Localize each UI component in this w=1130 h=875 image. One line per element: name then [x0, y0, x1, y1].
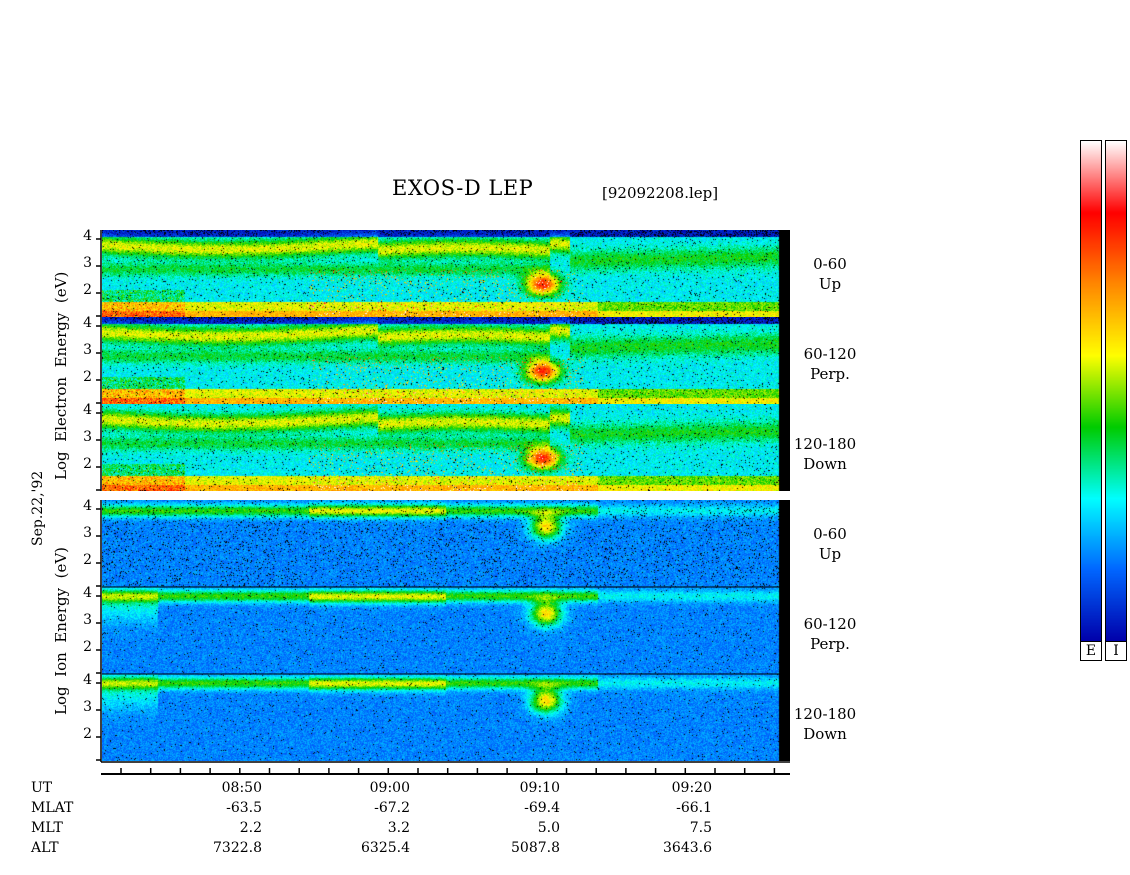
ion-colorbar-label: I [1105, 641, 1127, 661]
direction: Perp. [810, 365, 850, 383]
y-tick-label: 2 [83, 456, 92, 472]
y-tick-label: 2 [83, 369, 92, 385]
panel-label-ion-perp: 60-120 Perp. [795, 614, 865, 654]
x-axis-ut-value: 09:00 [369, 780, 410, 796]
x-axis-mlt-value: 7.5 [689, 820, 712, 836]
y-tick-label: 3 [83, 699, 92, 715]
y-tick-label: 4 [83, 315, 92, 331]
row-label-mlt: MLT [31, 820, 63, 836]
y-tick-label: 2 [83, 639, 92, 655]
x-axis-mlt-value: 5.0 [537, 820, 560, 836]
y-tick-label: 3 [83, 612, 92, 628]
y-tick-label: 2 [83, 552, 92, 568]
electron-axis-word: Electron [52, 376, 70, 442]
y-tick-label: 4 [83, 585, 92, 601]
ion-axis-label: Log Ion Energy (eV) [52, 547, 70, 715]
electron-axis-log: Log [52, 451, 70, 480]
ion-colorbar [1105, 140, 1127, 642]
x-axis-mlat-value: -63.5 [226, 800, 262, 816]
x-axis-ut-value: 09:20 [671, 780, 712, 796]
panel-label-ion-up: 0-60 Up [795, 524, 865, 564]
ion-up-panel [102, 500, 790, 587]
y-tick-label: 3 [83, 342, 92, 358]
direction: Up [818, 545, 842, 563]
y-tick-label: 4 [83, 498, 92, 514]
x-axis-ut-value: 08:50 [221, 780, 262, 796]
electron-axis-unit: (eV) [52, 271, 70, 304]
electron-down-panel [102, 404, 790, 491]
panel-label-electron-perp: 60-120 Perp. [795, 344, 865, 384]
row-label-mlat: MLAT [31, 800, 74, 816]
row-label-alt: ALT [31, 840, 59, 856]
ion-axis-energy: Energy [52, 587, 70, 643]
x-axis-mlat-value: -69.4 [524, 800, 560, 816]
y-tick-label: 3 [83, 429, 92, 445]
electron-colorbar [1080, 140, 1102, 642]
panel-label-electron-up: 0-60 Up [795, 254, 865, 294]
ion-axis-word: Ion [52, 652, 70, 677]
pitch-range: 0-60 [813, 255, 847, 273]
x-axis-alt-value: 3643.6 [663, 840, 712, 856]
x-axis-mlt-value: 3.2 [387, 820, 410, 836]
direction: Perp. [810, 635, 850, 653]
ion-down-panel [102, 674, 790, 761]
chart-title: EXOS-D LEP [392, 176, 534, 200]
electron-up-panel [102, 230, 790, 317]
direction: Up [818, 275, 842, 293]
x-axis-ut-value: 09:10 [519, 780, 560, 796]
pitch-range: 120-180 [793, 435, 857, 453]
ion-axis-unit: (eV) [52, 546, 70, 579]
pitch-range: 60-120 [803, 345, 857, 363]
y-tick-label: 2 [83, 726, 92, 742]
electron-perp-panel [102, 317, 790, 404]
date-label: Sep.22,'92 [30, 470, 46, 546]
x-axis-alt-value: 7322.8 [213, 840, 262, 856]
direction: Down [803, 455, 847, 473]
y-tick-label: 3 [83, 255, 92, 271]
y-tick-label: 2 [83, 282, 92, 298]
pitch-range: 60-120 [803, 615, 857, 633]
x-axis-mlt-value: 2.2 [239, 820, 262, 836]
electron-axis-energy: Energy [52, 312, 70, 368]
pitch-range: 120-180 [793, 705, 857, 723]
x-axis-mlat-value: -67.2 [374, 800, 410, 816]
panel-label-electron-down: 120-180 Down [790, 434, 860, 474]
y-tick-label: 4 [83, 672, 92, 688]
electron-colorbar-label: E [1080, 641, 1102, 661]
pitch-range: 0-60 [813, 525, 847, 543]
y-tick-label: 3 [83, 525, 92, 541]
ion-axis-log: Log [52, 686, 70, 715]
x-axis-mlat-value: -66.1 [676, 800, 712, 816]
electron-axis-label: Log Electron Energy (eV) [52, 272, 70, 480]
direction: Down [803, 725, 847, 743]
y-tick-label: 4 [83, 228, 92, 244]
ion-perp-panel [102, 587, 790, 674]
panel-label-ion-down: 120-180 Down [790, 704, 860, 744]
file-name: [92092208.lep] [602, 184, 719, 202]
x-axis-alt-value: 6325.4 [361, 840, 410, 856]
y-tick-label: 4 [83, 402, 92, 418]
x-axis-alt-value: 5087.8 [511, 840, 560, 856]
row-label-ut: UT [31, 780, 53, 796]
